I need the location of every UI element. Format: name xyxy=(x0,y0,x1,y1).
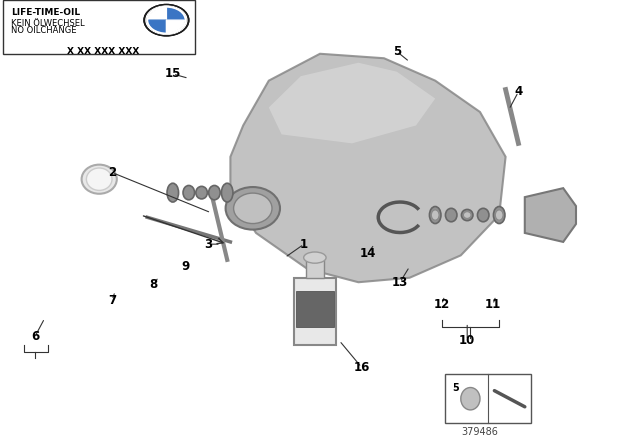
Polygon shape xyxy=(269,63,435,143)
Ellipse shape xyxy=(461,210,473,221)
Text: 1: 1 xyxy=(300,237,308,251)
Text: 379486: 379486 xyxy=(461,427,499,437)
Bar xyxy=(3,0,195,54)
Text: 16: 16 xyxy=(353,361,370,374)
Ellipse shape xyxy=(226,187,280,229)
Ellipse shape xyxy=(209,185,220,200)
Ellipse shape xyxy=(461,388,480,410)
Text: 15: 15 xyxy=(164,67,181,81)
Text: 8: 8 xyxy=(150,278,157,291)
Text: 11: 11 xyxy=(484,298,501,311)
Text: 10: 10 xyxy=(459,334,476,347)
Text: 9: 9 xyxy=(182,260,189,273)
Bar xyxy=(294,278,336,345)
Text: X XX XXX XXX: X XX XXX XXX xyxy=(67,47,140,56)
Ellipse shape xyxy=(86,168,112,190)
Polygon shape xyxy=(166,8,184,20)
Ellipse shape xyxy=(183,185,195,200)
Polygon shape xyxy=(230,54,506,282)
Text: 7: 7 xyxy=(108,293,116,307)
Text: 13: 13 xyxy=(392,276,408,289)
Polygon shape xyxy=(166,20,184,33)
Text: KEIN ÖLWECHSEL: KEIN ÖLWECHSEL xyxy=(11,19,84,28)
Ellipse shape xyxy=(429,207,441,224)
Circle shape xyxy=(144,4,189,36)
Polygon shape xyxy=(525,188,576,242)
Text: 5: 5 xyxy=(393,45,401,58)
Ellipse shape xyxy=(82,165,117,194)
Ellipse shape xyxy=(221,183,233,202)
Text: 2: 2 xyxy=(108,166,116,179)
Ellipse shape xyxy=(196,186,207,199)
Bar xyxy=(296,291,334,327)
Bar xyxy=(306,260,324,278)
Ellipse shape xyxy=(431,210,439,220)
Ellipse shape xyxy=(463,212,471,219)
Text: 12: 12 xyxy=(433,298,450,311)
Text: NO OILCHANGE: NO OILCHANGE xyxy=(11,26,76,34)
Ellipse shape xyxy=(445,208,457,222)
Ellipse shape xyxy=(495,210,503,220)
Polygon shape xyxy=(148,20,166,33)
Bar xyxy=(445,374,531,423)
Ellipse shape xyxy=(304,252,326,263)
Text: LIFE-TIME-OIL: LIFE-TIME-OIL xyxy=(11,8,80,17)
Text: 6: 6 xyxy=(31,329,39,343)
Ellipse shape xyxy=(234,193,272,224)
Circle shape xyxy=(147,7,186,34)
Ellipse shape xyxy=(477,208,489,222)
Circle shape xyxy=(146,6,187,34)
Text: 4: 4 xyxy=(515,85,522,99)
Ellipse shape xyxy=(493,207,505,224)
Text: 5: 5 xyxy=(452,383,460,393)
Polygon shape xyxy=(148,8,166,20)
Ellipse shape xyxy=(167,183,179,202)
Text: 14: 14 xyxy=(360,246,376,260)
Text: 3: 3 xyxy=(204,237,212,251)
